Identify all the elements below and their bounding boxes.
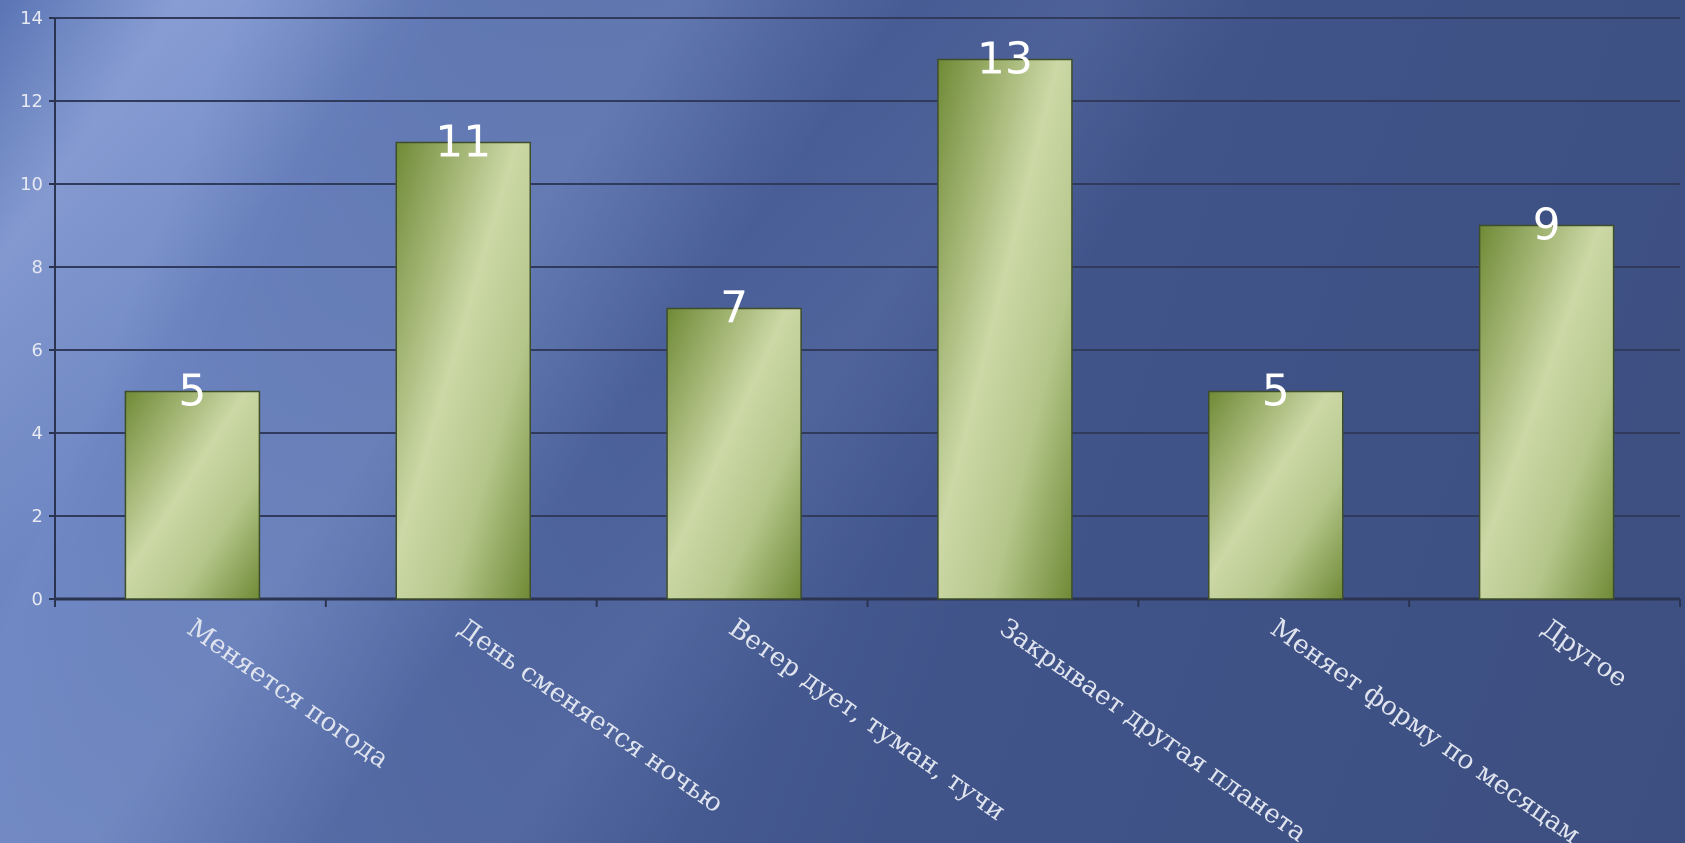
y-tick-label: 12: [20, 91, 43, 112]
data-label: 13: [977, 34, 1033, 85]
data-label: 9: [1533, 200, 1561, 251]
axes: 0 2 4 6 8 10 12 14: [20, 8, 1681, 610]
y-tick-label: 8: [32, 257, 43, 278]
category-label: День сменяется ночью: [452, 613, 728, 819]
category-label: Закрывает другая планета: [994, 613, 1312, 843]
category-label: Меняется погода: [181, 613, 394, 774]
bar: [937, 58, 1073, 600]
bar: [395, 141, 531, 600]
data-label: 11: [435, 117, 491, 168]
bars: [124, 58, 1615, 600]
y-tick-label: 14: [20, 8, 43, 29]
data-label: 5: [178, 366, 206, 417]
bar: [666, 307, 802, 600]
gridlines: [55, 17, 1680, 517]
category-label: Другое: [1536, 613, 1633, 694]
data-label: 7: [720, 283, 748, 334]
bar: [1208, 390, 1344, 600]
category-label: Ветер дует, туман, тучи: [723, 613, 1011, 827]
y-tick-label: 4: [32, 423, 43, 444]
y-tick-label: 2: [32, 506, 43, 527]
data-label: 5: [1262, 366, 1290, 417]
bar: [1478, 224, 1615, 600]
bar: [124, 390, 261, 600]
y-tick-label: 10: [20, 174, 43, 195]
y-tick-label: 6: [32, 340, 43, 361]
y-tick-label: 0: [32, 589, 43, 610]
category-label: Меняет форму по месяцам: [1265, 613, 1586, 843]
